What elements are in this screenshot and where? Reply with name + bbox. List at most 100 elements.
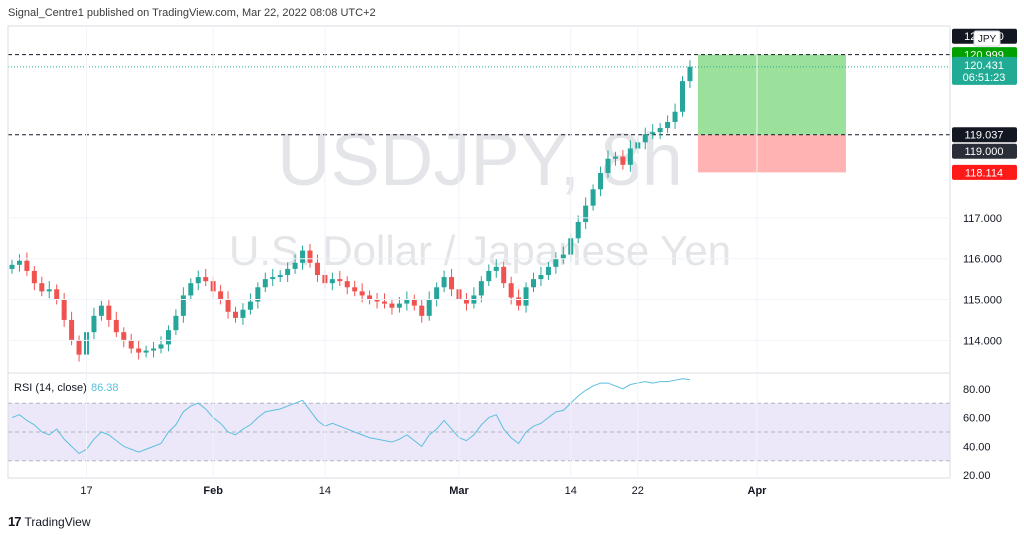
candle-body[interactable] bbox=[434, 287, 440, 300]
candle-body[interactable] bbox=[650, 132, 656, 135]
candle-body[interactable] bbox=[344, 281, 350, 288]
candle-body[interactable] bbox=[31, 270, 37, 284]
candle-body[interactable] bbox=[91, 315, 97, 333]
candle-body[interactable] bbox=[411, 299, 417, 306]
candle-body[interactable] bbox=[46, 289, 52, 292]
candle-body[interactable] bbox=[61, 299, 67, 320]
profit-zone[interactable] bbox=[697, 54, 846, 135]
rsi-tick-label: 60.00 bbox=[963, 413, 991, 425]
candle-body[interactable] bbox=[441, 277, 447, 288]
candle-body[interactable] bbox=[136, 348, 142, 353]
candle-body[interactable] bbox=[374, 299, 380, 302]
candle-body[interactable] bbox=[672, 111, 678, 122]
candle-body[interactable] bbox=[329, 279, 335, 284]
candle-body[interactable] bbox=[486, 270, 492, 282]
candle-body[interactable] bbox=[389, 303, 395, 308]
candle-body[interactable] bbox=[612, 156, 618, 159]
rsi-line[interactable] bbox=[11, 378, 691, 455]
candle-body[interactable] bbox=[113, 319, 119, 333]
candle-body[interactable] bbox=[605, 158, 611, 173]
candle-body[interactable] bbox=[620, 156, 626, 165]
candle-body[interactable] bbox=[449, 277, 455, 290]
candle-body[interactable] bbox=[300, 250, 306, 263]
candle-body[interactable] bbox=[98, 305, 104, 316]
candle-body[interactable] bbox=[396, 303, 402, 308]
candle-body[interactable] bbox=[151, 348, 157, 351]
candle-body[interactable] bbox=[501, 266, 507, 284]
candle-body[interactable] bbox=[180, 295, 186, 316]
candle-body[interactable] bbox=[665, 121, 671, 129]
candle-body[interactable] bbox=[255, 287, 261, 302]
candle-body[interactable] bbox=[128, 340, 134, 349]
candle-body[interactable] bbox=[16, 260, 22, 265]
candle-body[interactable] bbox=[143, 350, 149, 353]
candle-body[interactable] bbox=[285, 268, 291, 276]
candle-body[interactable] bbox=[531, 279, 536, 288]
candle-body[interactable] bbox=[687, 66, 693, 82]
candle-body[interactable] bbox=[69, 319, 75, 341]
candle-body[interactable] bbox=[508, 283, 514, 298]
candle-body[interactable] bbox=[352, 287, 358, 292]
rsi-tick-label: 80.00 bbox=[963, 384, 991, 396]
candle-body[interactable] bbox=[419, 305, 425, 316]
candle-body[interactable] bbox=[382, 301, 387, 304]
candle-body[interactable] bbox=[307, 250, 313, 263]
candle-body[interactable] bbox=[598, 172, 604, 190]
candle-body[interactable] bbox=[106, 305, 112, 320]
candle-body[interactable] bbox=[9, 264, 15, 269]
candle-body[interactable] bbox=[188, 283, 194, 296]
candle-body[interactable] bbox=[240, 309, 246, 318]
candle-body[interactable] bbox=[627, 148, 633, 165]
candle-body[interactable] bbox=[314, 262, 320, 276]
candle-body[interactable] bbox=[545, 266, 551, 276]
tradingview-brand-text: TradingView bbox=[24, 514, 91, 529]
candle-body[interactable] bbox=[158, 344, 164, 349]
candle-body[interactable] bbox=[367, 295, 373, 300]
candle-body[interactable] bbox=[478, 281, 484, 296]
candle-body[interactable] bbox=[54, 289, 60, 300]
candle-body[interactable] bbox=[203, 277, 209, 282]
candle-body[interactable] bbox=[560, 254, 566, 259]
candle-body[interactable] bbox=[516, 297, 522, 306]
candle-body[interactable] bbox=[270, 277, 276, 280]
candle-body[interactable] bbox=[262, 279, 268, 288]
candle-body[interactable] bbox=[247, 301, 253, 310]
candle-body[interactable] bbox=[337, 279, 343, 282]
candle-body[interactable] bbox=[590, 189, 596, 206]
badge-stop-bg bbox=[952, 164, 1017, 180]
candle-body[interactable] bbox=[404, 299, 410, 304]
candle-body[interactable] bbox=[463, 299, 469, 304]
candle-body[interactable] bbox=[583, 205, 589, 222]
candle-body[interactable] bbox=[493, 266, 499, 271]
candle-body[interactable] bbox=[195, 277, 201, 284]
candle-body[interactable] bbox=[426, 299, 432, 316]
y-tick-label: 116.000 bbox=[963, 254, 1002, 266]
candle-body[interactable] bbox=[680, 81, 685, 112]
candle-body[interactable] bbox=[538, 275, 544, 280]
candle-body[interactable] bbox=[24, 260, 30, 271]
candle-body[interactable] bbox=[292, 262, 298, 269]
candle-body[interactable] bbox=[642, 134, 648, 143]
candle-body[interactable] bbox=[225, 299, 231, 312]
candle-body[interactable] bbox=[76, 340, 82, 355]
candle-body[interactable] bbox=[173, 315, 179, 331]
candle-body[interactable] bbox=[218, 291, 224, 300]
candle-body[interactable] bbox=[165, 330, 171, 345]
badge-countdown: 06:51:23 bbox=[963, 72, 1006, 84]
candle-body[interactable] bbox=[121, 332, 127, 341]
candle-body[interactable] bbox=[657, 128, 663, 133]
candle-body[interactable] bbox=[277, 275, 283, 278]
price-pane: USDJPY, 8hU.S. Dollar / Japanese Yen bbox=[8, 54, 950, 362]
currency-label-box bbox=[973, 30, 1001, 47]
candle-body[interactable] bbox=[359, 291, 365, 296]
loss-zone[interactable] bbox=[697, 134, 846, 173]
candle-body[interactable] bbox=[553, 258, 559, 267]
candle-body[interactable] bbox=[523, 287, 529, 306]
candle-body[interactable] bbox=[39, 283, 45, 292]
x-tick-label: 17 bbox=[80, 485, 92, 497]
candle-body[interactable] bbox=[575, 221, 581, 239]
tradingview-logo[interactable]: 17 TradingView bbox=[8, 514, 91, 529]
candle-body[interactable] bbox=[233, 311, 238, 318]
x-tick-label: 14 bbox=[319, 485, 331, 497]
